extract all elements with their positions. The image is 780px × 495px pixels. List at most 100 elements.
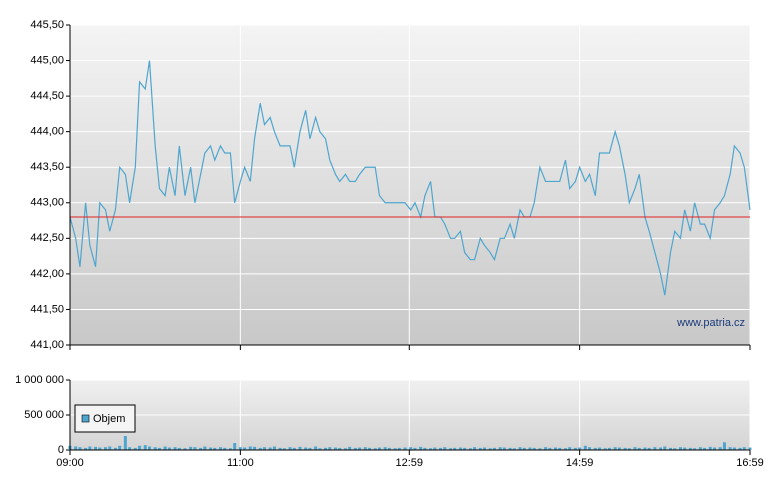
volume-bar [358,447,362,450]
volume-bar [633,447,637,450]
volume-bar [703,447,707,450]
volume-bar [298,446,302,450]
volume-bar [613,447,617,450]
volume-bar [742,447,746,450]
volume-bar [288,447,292,450]
y-tick-label: 443,00 [30,197,64,209]
volume-bar [253,446,257,450]
volume-bar [128,447,132,450]
price-line [69,60,751,296]
volume-bar [314,446,318,450]
volume-bar [693,448,697,450]
volume-bar [409,447,413,450]
volume-bar [518,447,522,450]
volume-bar [708,446,712,450]
volume-bar [133,447,137,450]
volume-bar [203,446,207,450]
volume-bar [548,447,552,450]
volume-bar [167,447,171,450]
volume-bar [292,447,296,450]
volume-bar [673,448,677,450]
volume-bar [143,445,147,450]
x-tick-label: 12:59 [396,457,424,469]
volume-bar [419,446,423,450]
volume-bar [433,447,437,450]
y-tick-label: 442,50 [30,232,64,244]
volume-bar [393,448,397,450]
volume-bar [728,447,732,450]
volume-bar [84,447,88,450]
labels: 441,00 441,50 442,00 442,50 443,00 443,50 444,… [15,19,764,469]
volume-bar [663,446,667,450]
volume-bar [278,447,282,450]
y2-tick-label: 1 000 000 [15,374,64,386]
volume-bar [623,447,627,450]
volume-bar [573,447,577,450]
volume-bar [189,446,193,450]
volume-bar [732,447,736,450]
price-plot-area [70,25,750,345]
volume-bar [193,447,197,450]
volume-bar [103,447,107,450]
volume-bar [659,447,663,450]
volume-bar [383,447,387,450]
volume-bar [478,447,482,450]
volume-bar [463,447,467,450]
volume-bar [678,447,682,450]
volume-bar [223,447,227,450]
volume-bar [318,448,322,450]
volume-bar [108,446,112,450]
volume-bar [473,447,477,450]
volume-bar [74,446,78,450]
y2-tick-label: 500 000 [24,409,64,421]
volume-bar [738,447,742,450]
x-tick-label: 11:00 [227,457,254,469]
volume-bar [532,447,536,450]
volume-bar [522,447,526,450]
x-tick-label: 14:59 [566,457,594,469]
volume-bar [722,442,726,450]
volume-bar [328,447,332,450]
volume-bar [488,448,492,450]
volume-bar [262,447,266,450]
volume-bar [603,448,607,450]
volume-bar [429,448,433,450]
volume-bar [228,448,232,450]
volume-bar [177,447,181,450]
volume-bar [683,447,687,450]
volume-bar [343,448,347,450]
volume-bar [248,446,252,450]
volume-bar [199,447,203,450]
volume-bar [637,447,641,450]
volume-bar [282,448,286,450]
volume-bar [538,448,542,450]
volume-bar [554,447,558,450]
volume-bar [669,447,673,450]
volume-bar [238,447,242,450]
volume-bar [153,447,157,450]
volume-bar [138,445,142,450]
watermark: www.patria.cz [676,317,745,329]
volume-bar [333,447,337,450]
volume-bar [258,447,262,450]
volume-bar [688,447,692,450]
volume-bar [403,447,407,450]
volume-bar [498,447,502,450]
volume-bar [218,447,222,450]
volume-bar [363,447,367,450]
y-tick-label: 444,00 [30,126,64,138]
volume-bar [607,447,611,450]
volume-bar [78,447,82,450]
volume-bar [588,447,592,450]
volume-bar [647,447,651,450]
volume-bar [348,446,352,450]
volume-bar [578,447,582,450]
volume-bar [568,447,572,450]
y-tick-label: 445,00 [30,54,64,66]
volume-bar [397,447,401,450]
volume-bar [113,447,117,450]
y-tick-label: 441,00 [30,339,64,351]
volume-bar [377,447,381,450]
volume-bar [492,447,496,450]
